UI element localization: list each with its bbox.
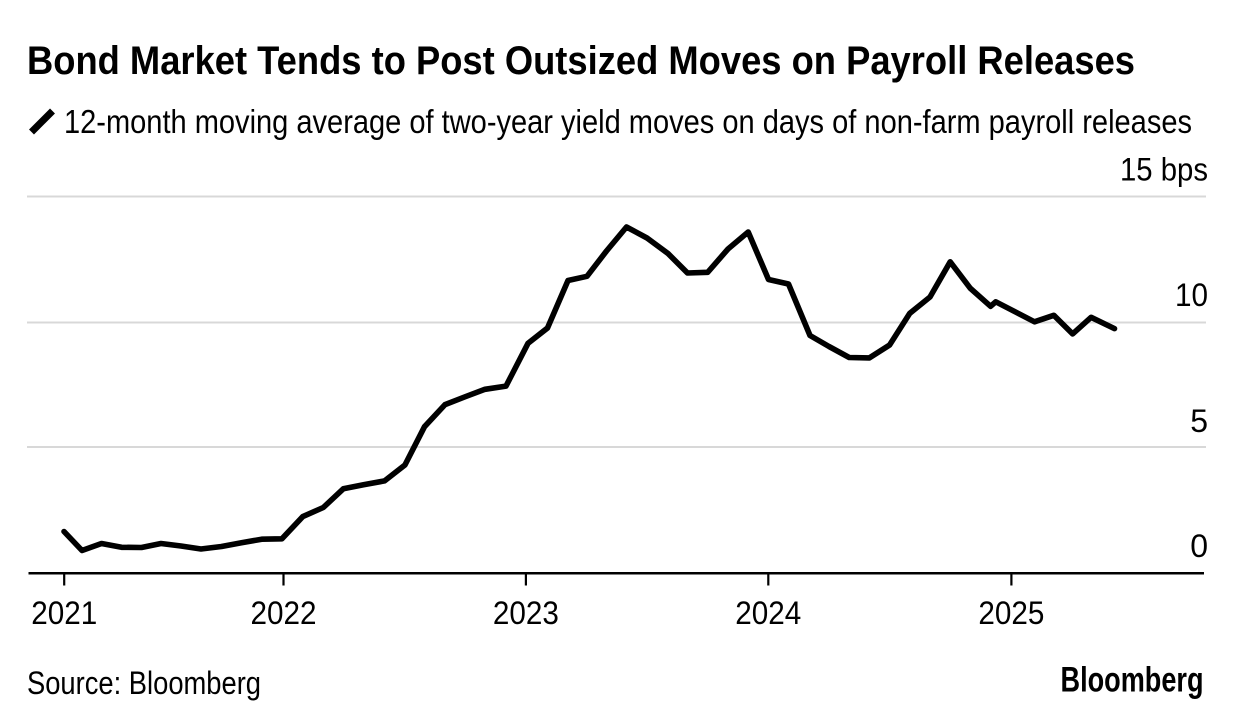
svg-text:2022: 2022 — [251, 595, 317, 631]
svg-text:10: 10 — [1175, 277, 1208, 313]
svg-text:Bond Market Tends to Post Outs: Bond Market Tends to Post Outsized Moves… — [27, 39, 1135, 83]
svg-text:15 bps: 15 bps — [1120, 152, 1208, 188]
svg-text:0: 0 — [1190, 528, 1208, 564]
svg-text:12-month moving average of two: 12-month moving average of two-year yiel… — [64, 103, 1192, 140]
svg-text:2025: 2025 — [978, 595, 1044, 631]
svg-text:2021: 2021 — [31, 595, 97, 631]
svg-text:5: 5 — [1190, 403, 1208, 439]
svg-text:2023: 2023 — [493, 595, 559, 631]
svg-text:Source: Bloomberg: Source: Bloomberg — [27, 665, 261, 701]
svg-text:2024: 2024 — [735, 595, 801, 631]
svg-text:Bloomberg: Bloomberg — [1061, 661, 1204, 700]
